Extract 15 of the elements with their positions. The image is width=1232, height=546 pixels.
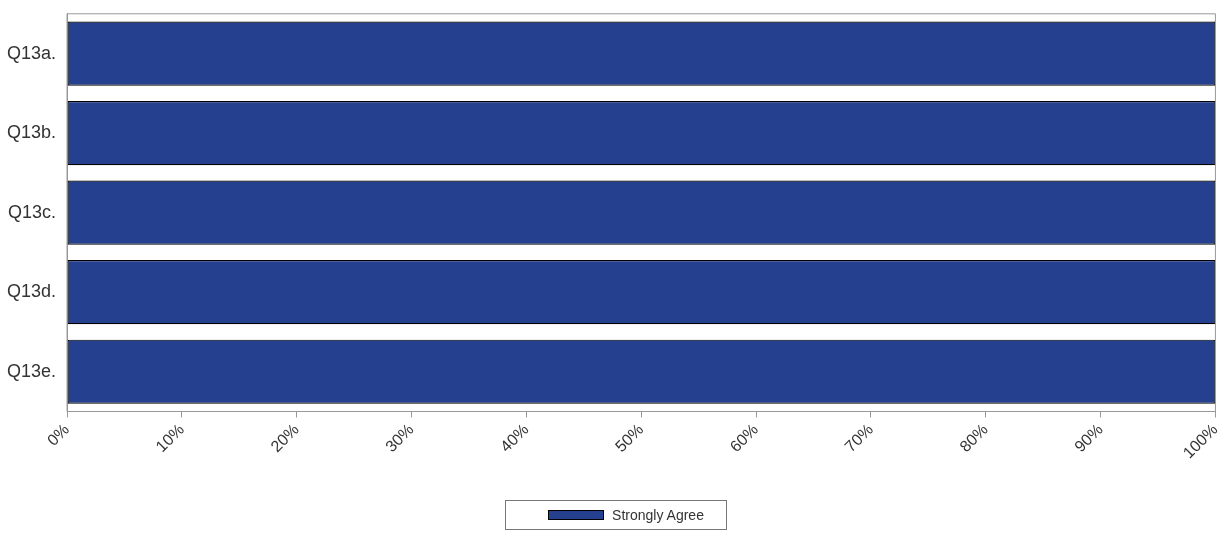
y-tick-label: Q13c.: [8, 201, 57, 222]
x-tick-label: 70%: [841, 420, 877, 456]
x-tick-label: 80%: [956, 420, 991, 456]
y-tick-label: Q13e.: [6, 360, 57, 381]
y-tick-label: Q13b.: [6, 122, 57, 143]
x-tick-label: 90%: [1071, 420, 1106, 456]
x-tick-label: 30%: [382, 420, 417, 456]
y-tick-label: Q13a.: [6, 42, 57, 63]
x-tick-label: 50%: [611, 420, 647, 456]
x-tick-label: 10%: [152, 420, 188, 456]
y-tick-label: Q13d.: [6, 281, 57, 302]
x-tick-label: 60%: [726, 420, 762, 456]
text: Strongly Agree: [612, 507, 704, 523]
x-tick-label: 0%: [43, 420, 73, 449]
x-tick-label: 40%: [496, 420, 532, 456]
